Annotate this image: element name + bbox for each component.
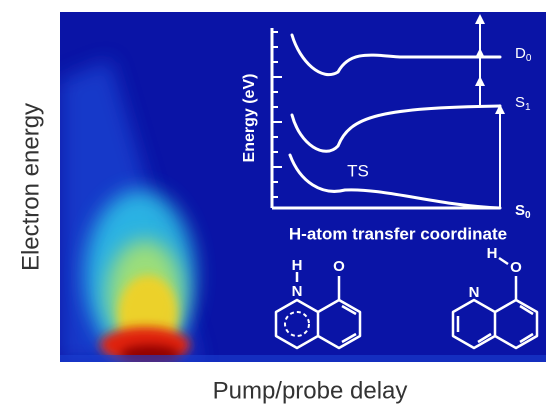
heatmap [60,12,546,362]
state-label: D0 [515,45,532,64]
coordinate-label: H-atom transfer coordinate [289,224,507,243]
atom: H [292,257,303,274]
inset-axis-label: Energy (eV) [241,74,258,163]
inset: Energy (eV) TS H-atom transfer coordinat… [241,14,532,243]
atom: N [469,284,480,301]
state-label: S0 [515,202,531,221]
molecule-enol: N O H [451,245,539,350]
atom: N [292,283,303,300]
atom: O [510,259,522,276]
state-label: S1 [515,94,531,113]
atom: H [487,245,498,262]
x-axis-label: Pump/probe delay [213,377,408,404]
atom: O [333,258,345,275]
y-axis-label: Electron energy [17,103,44,271]
molecule-keto: N H O [274,257,362,350]
ts-label: TS [347,161,369,180]
